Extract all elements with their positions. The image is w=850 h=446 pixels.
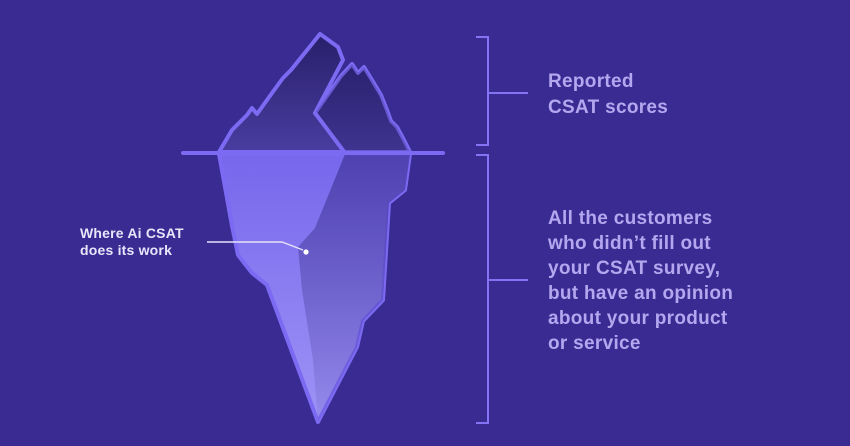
iceberg-above-water-facet <box>315 64 410 153</box>
callout-dot <box>303 249 309 255</box>
callout-label-line2: does its work <box>80 242 173 258</box>
annotation-hidden-line6: or service <box>548 333 641 354</box>
annotation-reported-line2: CSAT scores <box>548 97 669 118</box>
bracket-above-waterline <box>476 36 528 146</box>
annotation-reported-line1: Reported <box>548 71 634 92</box>
iceberg-callout-label: Where Ai CSAT does its work <box>80 225 184 259</box>
iceberg-ridge-line <box>313 111 347 155</box>
iceberg-below-water-facet <box>298 154 410 422</box>
annotation-hidden-line3: your CSAT survey, <box>548 258 721 279</box>
bracket-below-waterline <box>476 154 528 424</box>
annotation-hidden-line1: All the customers <box>548 208 713 229</box>
annotation-reported-csat: Reported CSAT scores <box>548 69 668 121</box>
callout-leader-line <box>207 241 304 251</box>
annotation-hidden-line5: about your product <box>548 308 728 329</box>
iceberg-above-water <box>217 32 412 154</box>
annotation-hidden-line4: but have an opinion <box>548 283 734 304</box>
annotation-hidden-line2: who didn’t fill out <box>548 233 711 254</box>
callout-label-line1: Where Ai CSAT <box>80 225 184 241</box>
annotation-hidden-customers: All the customers who didn’t fill out yo… <box>548 206 733 356</box>
